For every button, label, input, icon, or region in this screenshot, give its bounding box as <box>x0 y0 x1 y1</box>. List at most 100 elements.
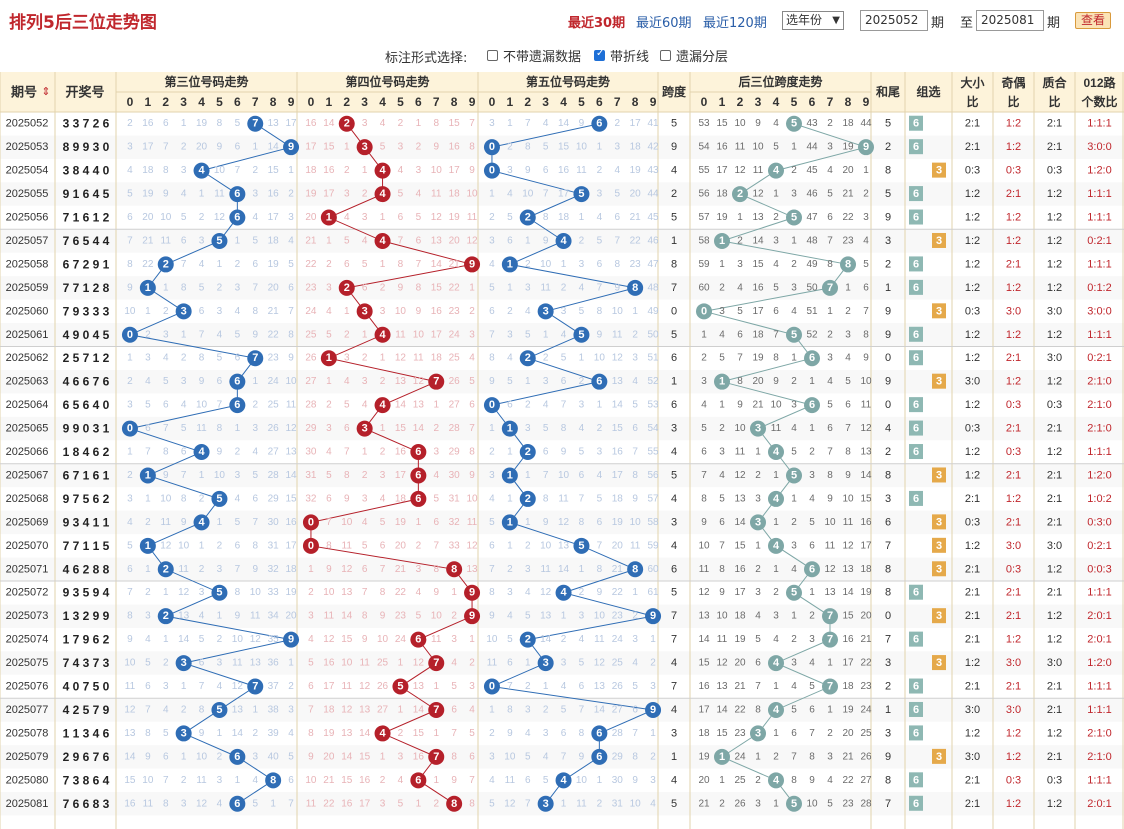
sumtail-value: 0 <box>885 399 891 411</box>
fifth-ball-digit: 9 <box>650 610 656 622</box>
third-ball <box>193 514 210 531</box>
third-missing-count: 3 <box>217 564 223 575</box>
third-missing-count: 27 <box>268 447 280 458</box>
primecomp-ratio: 1:2 <box>1047 282 1062 294</box>
draw-number: 6 5 6 4 0 <box>63 398 110 412</box>
fourth-ball <box>356 303 373 320</box>
span-missing-count: 18 <box>752 329 764 340</box>
from-issue-input[interactable]: 2025052 <box>860 10 928 31</box>
span-missing-count: 8 <box>845 447 851 458</box>
span-missing-count: 48 <box>806 235 818 246</box>
third-ball <box>229 373 246 390</box>
checkbox-with-lines[interactable] <box>594 48 605 61</box>
recent-30-link[interactable]: 最近30期 <box>568 16 626 31</box>
fifth-missing-count: 3 <box>597 447 603 458</box>
combo6-badge <box>909 420 923 436</box>
fourth-missing-count: 1 <box>398 658 404 669</box>
span-missing-count: 50 <box>806 282 818 293</box>
fourth-ball-digit: 0 <box>308 540 314 552</box>
option-with-lines[interactable]: 带折线 <box>594 46 649 65</box>
span-missing-count: 8 <box>701 493 707 504</box>
fourth-missing-count: 13 <box>341 587 353 598</box>
year-select[interactable]: 选年份 ▼ <box>782 11 844 30</box>
third-missing-count: 2 <box>181 704 187 715</box>
fifth-ball <box>645 608 662 625</box>
third-missing-count: 6 <box>199 306 205 317</box>
fifth-missing-count: 1 <box>489 704 495 715</box>
span-missing-count: 21 <box>734 681 746 692</box>
third-missing-count: 1 <box>145 564 151 575</box>
combo6-badge <box>909 725 923 741</box>
span-value: 3 <box>671 423 677 435</box>
fifth-ball-digit: 6 <box>596 751 602 763</box>
option-no-missing[interactable]: 不带遗漏数据 <box>487 46 581 65</box>
fifth-missing-count: 1 <box>525 517 531 528</box>
fifth-ball-digit: 4 <box>560 774 567 786</box>
fifth-missing-count: 7 <box>543 470 549 481</box>
fifth-missing-count: 2 <box>579 376 585 387</box>
recent-60-link[interactable]: 最近60期 <box>636 16 692 31</box>
span-missing-count: 4 <box>827 376 833 387</box>
third-ball <box>247 678 264 695</box>
recent-120-link[interactable]: 最近120期 <box>703 16 767 31</box>
fifth-missing-count: 4 <box>543 400 549 411</box>
third-missing-count: 14 <box>285 470 297 481</box>
combo6-badge-digit: 6 <box>913 282 919 294</box>
span-missing-count: 6 <box>809 540 815 551</box>
fourth-missing-count: 26 <box>377 681 389 692</box>
third-missing-count: 8 <box>163 798 169 809</box>
span-value: 8 <box>671 258 677 270</box>
primecomp-ratio: 1:2 <box>1047 798 1062 810</box>
draw-number: 4 6 2 8 8 <box>63 562 110 576</box>
span-missing-count: 26 <box>734 798 746 809</box>
span-missing-count: 1 <box>809 587 815 598</box>
span-missing-count: 9 <box>773 376 779 387</box>
fourth-missing-count: 5 <box>398 189 404 200</box>
span-ball-digit: 4 <box>773 657 780 669</box>
third-missing-count: 3 <box>199 235 205 246</box>
span-missing-count: 11 <box>735 447 746 458</box>
to-issue-input[interactable]: 2025081 <box>976 10 1044 31</box>
fourth-missing-count: 2 <box>416 540 422 551</box>
fifth-missing-count: 4 <box>597 470 603 481</box>
option-missing-layer[interactable]: 遗漏分层 <box>660 46 728 65</box>
third-ball <box>139 467 156 484</box>
fourth-missing-count: 9 <box>344 493 350 504</box>
digit-header: 7 <box>252 95 259 109</box>
fifth-missing-count: 20 <box>630 189 642 200</box>
checkbox-missing-layer[interactable] <box>660 50 671 61</box>
third-ball <box>229 186 246 203</box>
span-missing-count: 9 <box>827 493 833 504</box>
span-missing-count: 56 <box>698 189 710 200</box>
fourth-missing-count: 2 <box>380 447 386 458</box>
draw-number: 6 7 2 9 1 <box>63 257 110 271</box>
fourth-missing-count: 25 <box>377 658 389 669</box>
span-missing-count: 26 <box>860 751 872 762</box>
fourth-ball <box>464 256 481 273</box>
sumtail-value: 3 <box>885 727 891 739</box>
third-missing-count: 2 <box>145 517 151 528</box>
fourth-missing-count: 22 <box>395 587 407 598</box>
third-missing-count: 7 <box>288 306 294 317</box>
third-missing-count: 9 <box>145 751 151 762</box>
fourth-missing-count: 3 <box>398 751 404 762</box>
third-missing-count: 39 <box>268 728 280 739</box>
sort-icon: ⇕ <box>41 86 50 98</box>
span-missing-count: 1 <box>863 165 869 176</box>
third-missing-count: 4 <box>181 189 187 200</box>
fourth-missing-count: 15 <box>341 634 353 645</box>
view-button[interactable]: 查看 <box>1075 12 1111 29</box>
fourth-missing-count: 1 <box>326 376 332 387</box>
fourth-missing-count: 23 <box>449 306 461 317</box>
third-missing-count: 7 <box>163 423 169 434</box>
span-value: 3 <box>671 727 677 739</box>
span-missing-count: 6 <box>701 447 707 458</box>
third-missing-count: 8 <box>163 447 169 458</box>
span-missing-count: 22 <box>842 775 854 786</box>
options-label: 标注形式选择: <box>385 51 468 66</box>
third-missing-count: 1 <box>252 376 258 387</box>
primecomp-ratio: 2:1 <box>1047 516 1062 528</box>
primecomp-ratio: 2:1 <box>1047 704 1062 716</box>
digit-header: 1 <box>326 95 333 109</box>
checkbox-no-missing[interactable] <box>487 50 498 61</box>
